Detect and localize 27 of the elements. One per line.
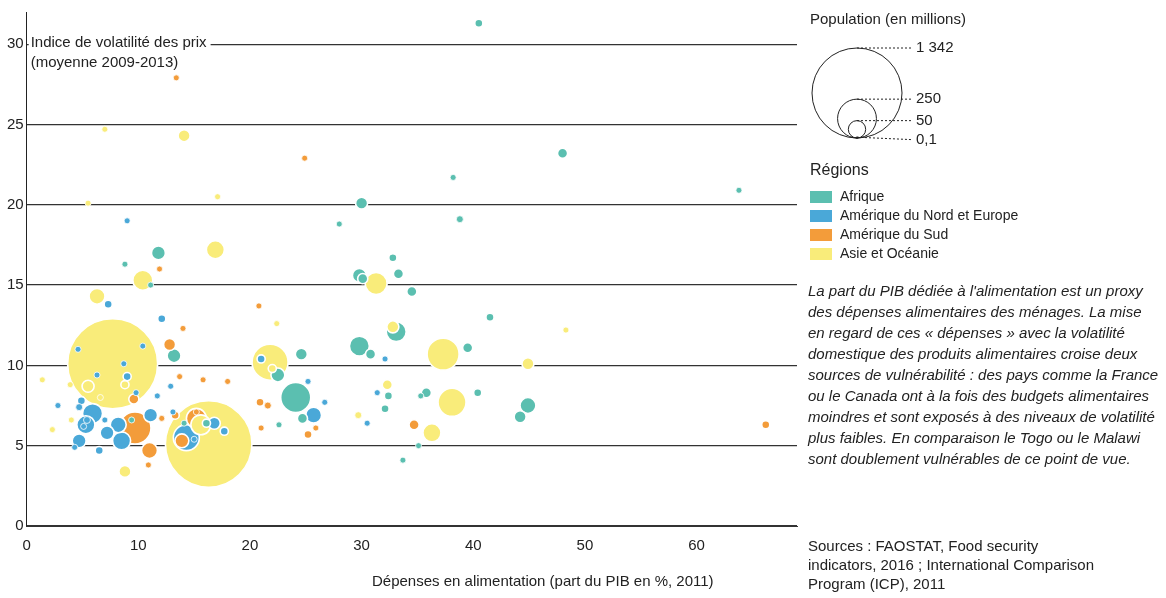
text: La part du PIB dédiée à l'alimentation est un proxy des dépenses alimentaires des ménages. La mise en regard de ces « dépenses » avec la volatilité domestique des produits alimentaires croise deux sources de vulnérabilité : des pays comme la France ou le Canada ont à la fois des budgets alimentaires moindres et sont exposés à des niveaux de volatilité plus faibles. En comparaison le Togo ou le Malawi sont doublement vulnérables de ce point de vue. xyxy=(808,282,1159,467)
x-tick-label: 30 xyxy=(353,536,370,554)
y-tick-label: 0 xyxy=(15,516,24,534)
y-tick-label: 25 xyxy=(7,114,24,132)
y-tick-label: 15 xyxy=(7,275,24,293)
y-tick-label: 30 xyxy=(7,34,24,52)
legend-label: Afrique xyxy=(840,187,885,204)
legend-title: Régions xyxy=(810,161,869,178)
x-tick-label: 50 xyxy=(576,536,594,554)
legend-label: 250 xyxy=(916,89,942,107)
text: Population (en millions) xyxy=(810,10,966,27)
legend-label: Amérique du Nord et Europe xyxy=(840,206,1019,223)
x-axis-title: Dépenses en alimentation (part du PIB en %, 2011) xyxy=(371,572,714,589)
legend-label: 1 342 xyxy=(916,38,954,56)
legend-label: 0,1 xyxy=(916,129,937,147)
y-axis-title: Indice de volatilité des prix (moyenne 2009-2013) xyxy=(30,33,208,70)
legend-label: Asie et Océanie xyxy=(840,244,940,261)
y-tick-label: 20 xyxy=(7,194,24,212)
x-tick-label: 20 xyxy=(241,536,259,554)
x-tick-label: 10 xyxy=(129,536,147,554)
y-tick-label: 5 xyxy=(15,435,24,453)
legend-label: 50 xyxy=(916,110,933,128)
x-tick-label: 40 xyxy=(464,536,482,554)
legend-label: Amérique du Sud xyxy=(840,225,949,242)
x-tick-label: 60 xyxy=(688,536,705,554)
source-note: Sources : FAOSTAT, Food security indicators, 2016 ; International Comparison Program (ICP), 2011 xyxy=(808,536,1095,593)
y-tick-label: 10 xyxy=(7,355,24,373)
